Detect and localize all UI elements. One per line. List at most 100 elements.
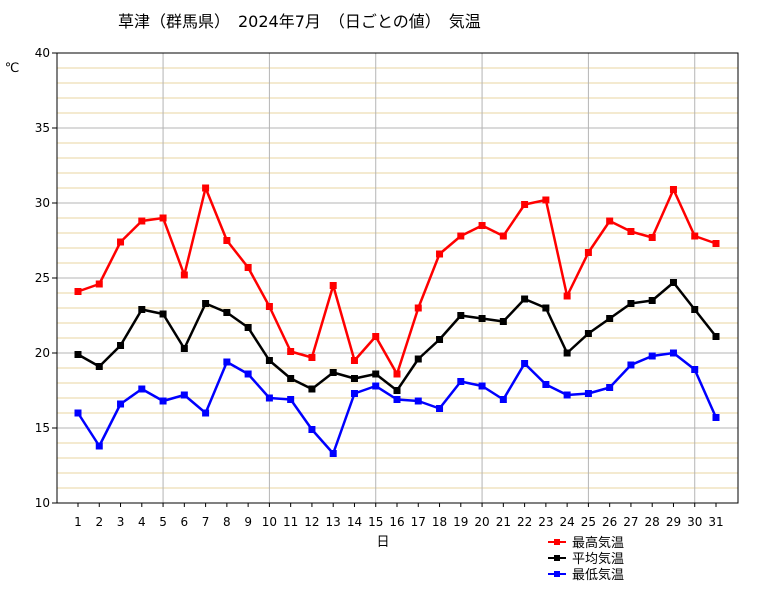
min-temp-point	[202, 409, 210, 417]
min-temp-point	[457, 378, 465, 385]
legend-swatch-marker	[554, 571, 560, 577]
y-axis-label: ℃	[5, 61, 20, 76]
max-temp-point	[627, 228, 635, 235]
avg-temp-point	[606, 315, 614, 322]
max-temp-point	[542, 196, 550, 204]
min-temp-point	[414, 397, 422, 405]
max-temp-point	[244, 264, 252, 271]
min-temp-point	[691, 366, 699, 373]
x-tick-label: 6	[181, 515, 189, 529]
x-tick-label: 1	[74, 515, 82, 529]
chart-title: 草津（群馬県） 2024年7月 （日ごとの値） 気温	[118, 12, 481, 31]
max-temp-point	[457, 232, 465, 240]
max-temp-point	[372, 333, 380, 340]
x-tick-label: 9	[244, 515, 252, 529]
x-tick-label: 2	[95, 515, 103, 529]
min-temp-point	[308, 426, 316, 433]
avg-temp-point	[414, 355, 422, 363]
legend: 最高気温 平均気温 最低気温	[548, 535, 624, 583]
max-temp-point	[563, 292, 571, 300]
max-temp-point	[521, 201, 529, 208]
legend-item-avg: 平均気温	[548, 551, 624, 567]
min-temp-point	[95, 442, 103, 450]
x-tick-label: 14	[347, 515, 362, 529]
x-tick-label: 3	[117, 515, 125, 529]
max-temp-point	[669, 186, 677, 193]
avg-temp-point	[712, 333, 720, 340]
avg-temp-point	[95, 363, 103, 370]
x-tick-label: 18	[432, 515, 447, 529]
max-temp-point	[414, 304, 422, 312]
max-temp-point	[117, 238, 125, 246]
min-temp-point	[584, 390, 592, 397]
min-temp-point	[521, 360, 529, 367]
max-temp-point	[180, 271, 188, 279]
x-tick-label: 15	[368, 515, 383, 529]
y-axis-ticks: 10 15 20 25 30 35 40	[35, 46, 57, 510]
avg-temp-point	[223, 309, 231, 316]
x-axis-ticks: 1 2 3 4 5 6 7 8 9 10 11 12 13 14 15 16 17 18 19 20 21 22 23 24 2…	[74, 503, 724, 529]
x-tick-label: 11	[283, 515, 298, 529]
x-tick-label: 10	[262, 515, 277, 529]
avg-temp-point	[138, 306, 146, 313]
avg-temp-point	[180, 345, 188, 352]
y-tick-label: 30	[35, 196, 50, 210]
min-temp-point	[648, 352, 656, 360]
x-tick-label: 7	[202, 515, 210, 529]
max-temp-point	[74, 288, 82, 295]
avg-temp-point	[521, 295, 529, 303]
max-temp-point	[223, 237, 231, 244]
avg-temp-point	[287, 375, 295, 382]
y-tick-label: 25	[35, 271, 50, 285]
min-temp-point	[669, 349, 677, 357]
avg-temp-point	[669, 279, 677, 286]
x-tick-label: 17	[411, 515, 426, 529]
x-tick-label: 4	[138, 515, 146, 529]
legend-swatch-marker	[554, 539, 560, 545]
avg-temp-point	[350, 375, 358, 382]
x-tick-label: 5	[159, 515, 167, 529]
avg-temp-point	[542, 304, 550, 312]
avg-temp-point	[499, 318, 507, 325]
avg-temp-point	[627, 300, 635, 307]
avg-temp-point	[478, 315, 486, 322]
x-tick-label: 13	[326, 515, 341, 529]
min-temp-point	[244, 370, 252, 378]
avg-temp-point	[159, 310, 167, 318]
y-tick-label: 40	[35, 46, 50, 60]
max-temp-point	[648, 234, 656, 241]
min-temp-point	[542, 381, 550, 388]
x-tick-label: 8	[223, 515, 231, 529]
max-temp-point	[478, 222, 486, 229]
x-tick-label: 24	[559, 515, 574, 529]
max-temp-point	[138, 217, 146, 225]
max-temp-point	[95, 280, 103, 288]
series-group	[74, 184, 720, 457]
min-temp-point	[478, 382, 486, 390]
legend-label-min-temp: 最低気温	[572, 567, 624, 583]
y-tick-label: 15	[35, 421, 50, 435]
avg-temp-point	[436, 336, 444, 343]
min-temp-point	[436, 405, 444, 412]
avg-temp-point	[457, 312, 465, 319]
avg-temp-point	[393, 387, 401, 394]
min-temp-point	[329, 450, 337, 457]
max-temp-point	[202, 184, 210, 192]
max-temp-point	[308, 354, 316, 361]
x-axis-label: 日	[376, 535, 389, 550]
min-temp-point	[499, 396, 507, 403]
min-temp-point	[159, 397, 167, 405]
avg-temp-point	[372, 370, 380, 378]
max-temp-point	[393, 370, 401, 378]
max-temp-point	[159, 214, 167, 222]
max-temp-point	[584, 249, 592, 256]
max-temp-point	[691, 232, 699, 240]
avg-temp-point	[691, 306, 699, 313]
max-temp-point	[329, 282, 337, 289]
x-tick-label: 19	[453, 515, 468, 529]
x-tick-label: 20	[474, 515, 489, 529]
x-tick-label: 31	[708, 515, 723, 529]
x-tick-label: 26	[602, 515, 617, 529]
min-temp-point	[223, 358, 231, 366]
x-tick-label: 23	[538, 515, 553, 529]
